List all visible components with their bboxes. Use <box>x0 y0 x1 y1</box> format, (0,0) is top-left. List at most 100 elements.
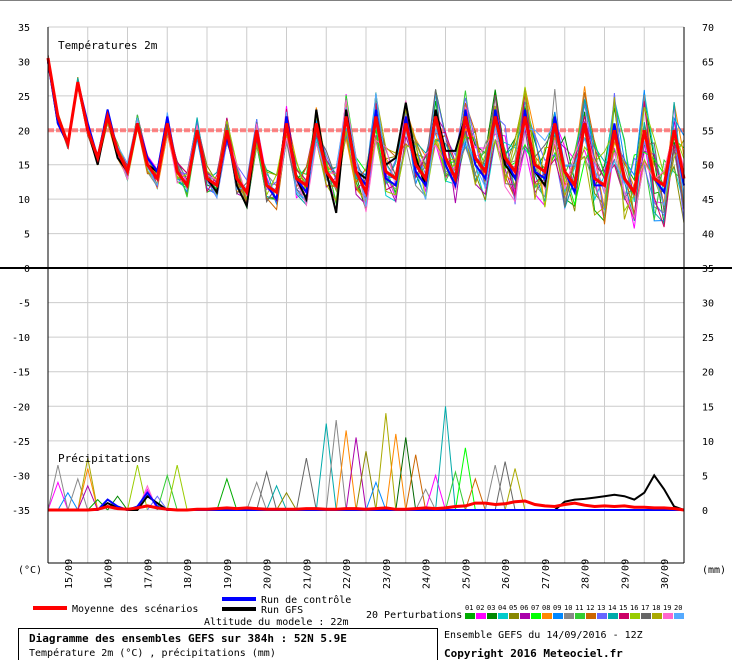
precip-right-tick: 25 <box>702 333 714 344</box>
precip-perturbation-spike <box>385 433 407 511</box>
precip-panel-title: Précipitations <box>58 452 151 465</box>
perturbation-swatch <box>641 613 651 619</box>
x-date-label: 28/09 <box>581 559 592 589</box>
y-left-unit-label: (°C) <box>18 565 42 576</box>
precip-right-tick: 30 <box>702 299 714 310</box>
precip-right-tick: 15 <box>702 402 714 413</box>
temp-series-line <box>46 57 686 198</box>
precip-left-tick: -20 <box>12 402 30 413</box>
x-date-label: 27/09 <box>541 559 552 589</box>
footer-subtitle: Température 2m (°C) , précipitations (mm… <box>29 648 276 659</box>
temp-left-tick: 15 <box>18 161 30 172</box>
precip-perturbation-spike <box>494 461 516 511</box>
x-date-label: 15/09 <box>64 559 75 589</box>
precip-perturbation-spike <box>425 473 446 511</box>
perturbation-number: 08 <box>542 604 550 612</box>
precip-perturbation-spike <box>57 491 79 511</box>
perturbation-swatch <box>674 613 684 619</box>
temp-right-tick: 40 <box>702 230 714 241</box>
legend-altitude-label: Altitude du modele : 22m <box>204 617 349 628</box>
perturbation-number: 20 <box>674 604 682 612</box>
temp-right-tick: 70 <box>702 23 714 34</box>
perturbation-number: 04 <box>498 604 506 612</box>
perturbation-number: 02 <box>476 604 484 612</box>
x-date-label: 20/09 <box>263 559 274 589</box>
x-date-label: 16/09 <box>104 559 115 589</box>
perturbation-number: 19 <box>663 604 671 612</box>
perturbation-number: 11 <box>575 604 583 612</box>
temp-left-tick: 30 <box>18 57 30 68</box>
precip-right-tick: 0 <box>702 506 708 517</box>
precip-right-tick: 20 <box>702 368 714 379</box>
perturbation-swatch <box>575 613 585 619</box>
perturbation-number: 01 <box>465 604 473 612</box>
precip-perturbation-spike <box>325 420 347 511</box>
legend-moyenne-label: Moyenne des scénarios <box>72 603 198 615</box>
x-date-label: 22/09 <box>342 559 353 589</box>
temp-left-tick: 35 <box>18 23 30 34</box>
precip-perturbation-spike <box>315 423 337 511</box>
perturbation-swatch <box>487 613 497 619</box>
perturbation-number: 12 <box>586 604 594 612</box>
perturbation-swatch <box>597 613 607 619</box>
precip-perturbation-spike <box>256 469 278 511</box>
perturbation-swatch <box>619 613 629 619</box>
precip-right-tick: 10 <box>702 437 714 448</box>
temp-panel-title: Températures 2m <box>58 39 158 52</box>
perturbation-swatch <box>608 613 618 619</box>
temp-right-tick: 55 <box>702 126 714 137</box>
precip-perturbation-spike <box>77 468 99 511</box>
perturbation-swatch <box>542 613 552 619</box>
perturbation-legend: 01 02 03 04 05 06 07 08 09 10 11 12 13 14 15 16 17 18 19 20 <box>465 604 684 619</box>
perturbation-swatch <box>476 613 486 619</box>
x-date-label: 25/09 <box>461 559 472 589</box>
footer-box: Diagramme des ensembles GEFS sur 384h : … <box>18 628 438 660</box>
footer-title: Diagramme des ensembles GEFS sur 384h : … <box>29 632 347 645</box>
precip-perturbation-spike <box>77 484 99 511</box>
perturbation-number: 06 <box>520 604 528 612</box>
temp-left-tick: 0 <box>24 264 30 275</box>
perturbation-swatch <box>553 613 563 619</box>
perturbation-number: 15 <box>619 604 627 612</box>
perturbation-number: 07 <box>531 604 539 612</box>
precip-perturbation-spike <box>435 406 456 511</box>
precip-perturbation-spike <box>276 491 297 511</box>
legend-perturbations-label: 20 Perturbations <box>366 610 462 621</box>
temp-right-tick: 60 <box>702 92 714 103</box>
precip-right-tick: 5 <box>702 471 708 482</box>
perturbation-number: 09 <box>553 604 561 612</box>
precip-perturbation-spike <box>266 484 287 511</box>
precip-perturbation-spike <box>464 477 486 511</box>
precip-perturbation-spike <box>246 480 268 511</box>
x-date-label: 23/09 <box>382 559 393 589</box>
perturbation-swatch <box>663 613 673 619</box>
precip-perturbation-spike <box>365 480 387 511</box>
precip-perturbation-spike <box>415 488 437 511</box>
precip-left-tick: -5 <box>18 299 30 310</box>
precip-series-line <box>48 499 685 512</box>
precip-perturbation-spike <box>395 437 417 511</box>
precip-perturbation-spike <box>47 480 69 511</box>
perturbation-number: 03 <box>487 604 495 612</box>
precip-perturbation-spike <box>375 413 397 511</box>
chart-grid <box>48 26 685 563</box>
x-date-label: 30/09 <box>660 559 671 589</box>
perturbation-number: 13 <box>597 604 605 612</box>
legend-controle-label: Run de contrôle <box>261 594 351 606</box>
perturbation-number: 18 <box>652 604 660 612</box>
footer-copyright: Copyright 2016 Meteociel.fr <box>444 647 623 660</box>
precipitation-main-series <box>48 473 685 512</box>
perturbation-swatch <box>630 613 640 619</box>
legend: Moyenne des scénarios Run de contrôle Ru… <box>33 594 684 628</box>
precip-perturbation-spike <box>484 464 506 511</box>
x-date-label: 21/09 <box>302 559 313 589</box>
precip-perturbation-spike <box>504 468 526 511</box>
precip-left-tick: -35 <box>12 506 30 517</box>
perturbation-swatch <box>564 613 574 619</box>
perturbation-swatch <box>652 613 662 619</box>
precip-left-tick: -15 <box>12 368 30 379</box>
perturbation-number: 05 <box>509 604 517 612</box>
precip-perturbation-spike <box>216 477 238 511</box>
